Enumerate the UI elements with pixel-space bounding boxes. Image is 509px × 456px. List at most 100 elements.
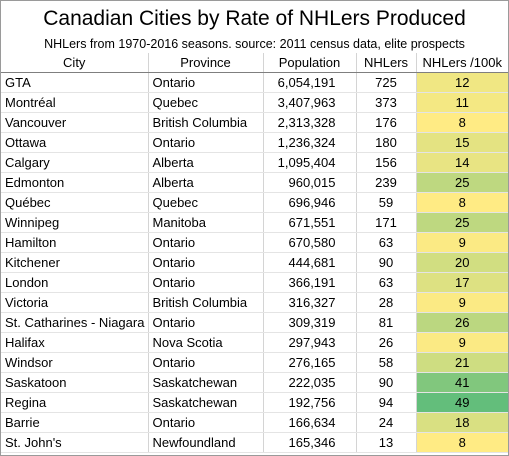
cell: 696,946 [263,192,357,213]
cell: Ontario [148,352,264,373]
cell: Quebec [148,92,264,113]
cell: Manitoba [148,212,264,233]
cell: 26 [356,332,417,353]
table-row: London Ontario 366,191 63 17 [1,272,508,293]
cell: 725 [356,72,417,93]
cell: 156 [356,152,417,173]
cell: 960,015 [263,172,357,193]
column-header: NHLers /100k [416,53,508,73]
cell: Regina [1,392,149,413]
cell: 17 [416,272,508,293]
table-row: Vancouver British Columbia 2,313,328 176 8 [1,112,508,133]
cell: 171 [356,212,417,233]
cell: Newfoundland [148,432,264,453]
cell: Ontario [148,272,264,293]
cell: 6,054,191 [263,72,357,93]
cell: 90 [356,372,417,393]
table-row: Ottawa Ontario 1,236,324 180 15 [1,132,508,153]
cell: 58 [356,352,417,373]
cell: 18 [416,412,508,433]
cell: 11 [416,92,508,113]
cell: Hamilton [1,232,149,253]
cell: 25 [416,212,508,233]
cell: 1,095,404 [263,152,357,173]
cell: 9 [416,232,508,253]
cell: 63 [356,232,417,253]
cell: 15 [416,132,508,153]
cell: 25 [416,172,508,193]
cell: British Columbia [148,292,264,313]
cell: 94 [356,392,417,413]
cell: Saskatchewan [148,392,264,413]
table-row: Victoria British Columbia 316,327 28 9 [1,292,508,313]
cell: 21 [416,352,508,373]
cell: 9 [416,332,508,353]
cell: 26 [416,312,508,333]
cell: 166,634 [263,412,357,433]
cell: 8 [416,192,508,213]
cell: Kitchener [1,252,149,273]
header-row: City Province Population NHLers NHLers /100k [1,53,508,73]
cell: 671,551 [263,212,357,233]
cell: Alberta [148,152,264,173]
cell: Winnipeg [1,212,149,233]
column-header: NHLers [356,53,417,73]
cell: 9 [416,292,508,313]
table-row: Barrie Ontario 166,634 24 18 [1,412,508,433]
table-row: Windsor Ontario 276,165 58 21 [1,352,508,373]
cell: Victoria [1,292,149,313]
cell: 28 [356,292,417,313]
cell: 373 [356,92,417,113]
cell: British Columbia [148,112,264,133]
cell: Montréal [1,92,149,113]
cell: Québec [1,192,149,213]
cell: 90 [356,252,417,273]
cell: 8 [416,112,508,133]
cell: 192,756 [263,392,357,413]
cell: Ontario [148,232,264,253]
cell: 12 [416,72,508,93]
cell: 41 [416,372,508,393]
cell: Alberta [148,172,264,193]
cell: 20 [416,252,508,273]
cell: 81 [356,312,417,333]
table-row: Kitchener Ontario 444,681 90 20 [1,252,508,273]
table-row: GTA Ontario 6,054,191 725 12 [1,72,508,93]
cell: 165,346 [263,432,357,453]
cell: 1,236,324 [263,132,357,153]
cell: Saskatoon [1,372,149,393]
table-row: Montréal Quebec 3,407,963 373 11 [1,92,508,113]
cell: 24 [356,412,417,433]
cell: 180 [356,132,417,153]
cell: 276,165 [263,352,357,373]
cell: 49 [416,392,508,413]
cell: Ontario [148,72,264,93]
cell: 59 [356,192,417,213]
cell: Windsor [1,352,149,373]
cell: Ontario [148,132,264,153]
cell: 3,407,963 [263,92,357,113]
cell: 2,313,328 [263,112,357,133]
cell: 444,681 [263,252,357,273]
table-row: Saskatoon Saskatchewan 222,035 90 41 [1,372,508,393]
cell: Halifax [1,332,149,353]
table-row: Winnipeg Manitoba 671,551 171 25 [1,212,508,233]
table-row: St. Catharines - Niagara Ontario 309,319 81… [1,312,508,333]
cell: 14 [416,152,508,173]
cell: Barrie [1,412,149,433]
table-body: GTA Ontario 6,054,191 725 12 Montréal Quebec 3,… [1,72,508,453]
cell: 297,943 [263,332,357,353]
cell: Ottawa [1,132,149,153]
table-row: Calgary Alberta 1,095,404 156 14 [1,152,508,173]
cell: GTA [1,72,149,93]
cell: St. Catharines - Niagara [1,312,149,333]
cell: 366,191 [263,272,357,293]
subtitle: NHLers from 1970-2016 seasons. source: 2… [44,37,465,51]
cell: Edmonton [1,172,149,193]
data-table: City Province Population NHLers NHLers /100k… [1,53,508,453]
cell: 316,327 [263,292,357,313]
title: Canadian Cities by Rate of NHLers Produc… [43,7,466,30]
cell: Ontario [148,412,264,433]
cell: Quebec [148,192,264,213]
